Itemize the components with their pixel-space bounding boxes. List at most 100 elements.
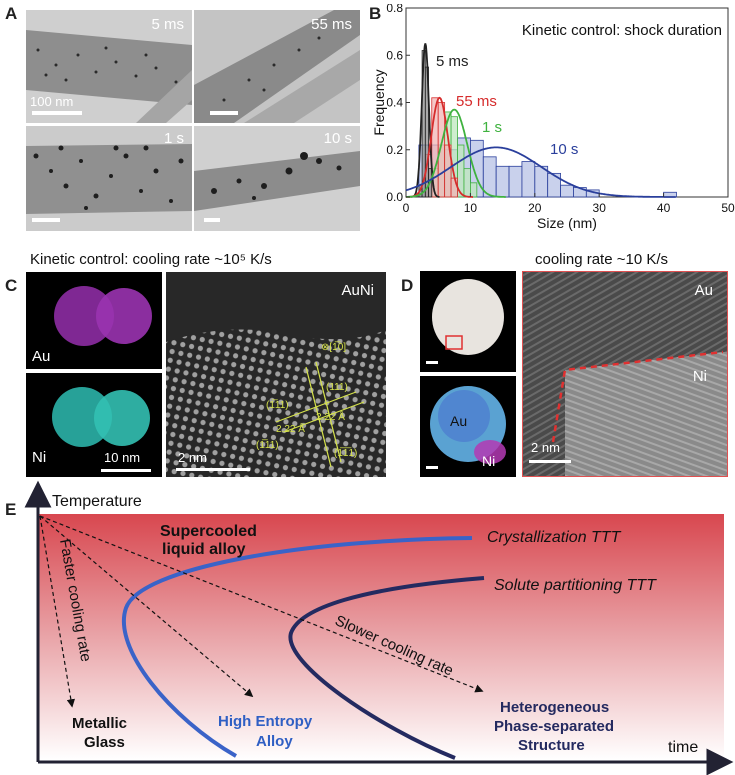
scale-bar-10s bbox=[204, 218, 220, 222]
chart-title: Kinetic control: shock duration bbox=[522, 22, 722, 39]
crystallization-ttt-curve bbox=[122, 536, 473, 758]
eds-scale-text: 10 nm bbox=[104, 450, 141, 465]
tem-image-5ms: 5 ms 100 nm bbox=[26, 10, 192, 123]
scale-bar-100nm bbox=[32, 111, 82, 115]
fit-curve bbox=[405, 146, 676, 198]
ni-map-particles bbox=[52, 387, 150, 447]
hrtem-ni-label: Ni bbox=[692, 368, 707, 385]
haadf-particle bbox=[420, 271, 516, 372]
histogram-bar bbox=[470, 182, 478, 198]
metallic-glass-label-2: Glass bbox=[84, 734, 125, 751]
x-tick-label: 30 bbox=[593, 201, 607, 215]
panel-d-title: cooling rate ~10 K/s bbox=[535, 251, 669, 268]
hrstem-scale-bar bbox=[176, 468, 250, 471]
tem-label-5ms: 5 ms bbox=[151, 16, 184, 33]
histogram-bar bbox=[508, 165, 523, 198]
heterogeneous-label-2: Phase-separated bbox=[494, 718, 614, 735]
fit-curve bbox=[406, 108, 506, 198]
supercooled-label-2: liquid alloy bbox=[162, 541, 246, 558]
size-distribution-chart: 0 10 20 30 40 50 0.0 0.2 0.4 0.6 0.8 Size (nm) Frequ… bbox=[372, 4, 735, 231]
eds-au-label: Au bbox=[450, 413, 468, 429]
hrstem-label: AuNi bbox=[341, 282, 374, 299]
heterogeneous-label-1: Heterogeneous bbox=[500, 699, 609, 716]
y-tick-label: 0.0 bbox=[386, 190, 403, 204]
panel-d-letter: D bbox=[401, 276, 414, 295]
scale-bar-55ms bbox=[210, 111, 238, 115]
tem-image-55ms: 55 ms bbox=[194, 10, 360, 123]
histogram-bar bbox=[495, 165, 510, 198]
plane-label-2: (111) bbox=[326, 382, 348, 393]
nanofiber-55ms bbox=[194, 10, 360, 123]
eds-ni-label: Ni bbox=[482, 453, 496, 469]
slow-cooling-arrow bbox=[39, 515, 484, 693]
y-tick-label: 0.8 bbox=[386, 4, 403, 15]
scale-text-100nm: 100 nm bbox=[30, 94, 74, 109]
hea-label-2: Alloy bbox=[256, 733, 293, 750]
hea-label-1: High Entropy bbox=[218, 713, 313, 730]
x-tick-label: 40 bbox=[657, 201, 671, 215]
eds-map-ni: Ni 10 nm bbox=[26, 373, 162, 477]
crystallization-ttt-label: Crystallization TTT bbox=[487, 529, 622, 546]
x-tick-label: 10 bbox=[464, 201, 478, 215]
tem-label-1s: 1 s bbox=[163, 130, 184, 147]
ttt-diagram: Temperature time Crystallization TTT Sol… bbox=[24, 480, 734, 775]
series-label: 55 ms bbox=[456, 93, 497, 110]
chart-x-label: Size (nm) bbox=[537, 215, 597, 231]
temperature-axis-label: Temperature bbox=[52, 493, 142, 510]
panel-c-title: Kinetic control: cooling rate ~10⁵ K/s bbox=[30, 251, 272, 268]
solute-partitioning-label: Solute partitioning TTT bbox=[494, 577, 657, 594]
zone-axis-label: ⊗[1̅0] bbox=[321, 342, 347, 353]
x-tick-label: 20 bbox=[528, 201, 542, 215]
spacing-label-b: 2.22 Å bbox=[276, 424, 305, 435]
hrstem-auni: AuNi ⊗[1̅0] (1̅11) (111) (1̅11) (1̅1̅1) … bbox=[166, 272, 386, 477]
y-tick-label: 0.6 bbox=[386, 48, 403, 62]
hrtem-au-label: Au bbox=[694, 282, 713, 299]
fit-curve bbox=[406, 96, 473, 198]
tem-image-1s: 1 s bbox=[26, 126, 192, 231]
histogram-bar bbox=[560, 184, 574, 198]
plane-label-4: (1̅1̅1) bbox=[334, 448, 358, 459]
histogram-bar bbox=[521, 161, 536, 198]
panel-e-letter: E bbox=[5, 500, 17, 519]
panel-b-letter: B bbox=[369, 4, 382, 23]
histogram-bar bbox=[547, 172, 561, 198]
tem-label-55ms: 55 ms bbox=[311, 16, 352, 33]
fit-curve bbox=[411, 43, 440, 198]
chart-y-label: Frequency bbox=[372, 69, 387, 135]
x-tick-label: 50 bbox=[721, 201, 735, 215]
hrstem-scale-text: 2 nm bbox=[178, 450, 207, 465]
nanofiber-10s bbox=[194, 126, 360, 231]
time-axis-label: time bbox=[668, 739, 698, 756]
haadf-particle-image bbox=[426, 279, 504, 364]
heterogeneous-label-3: Structure bbox=[518, 737, 585, 754]
hrtem-interface: Au Ni 2 nm bbox=[522, 271, 728, 477]
series-label: 10 s bbox=[550, 141, 578, 158]
tem-image-10s: 10 s bbox=[194, 126, 360, 231]
panel-c-letter: C bbox=[5, 276, 18, 295]
panel-a-letter: A bbox=[5, 4, 18, 23]
eds-map-au-label: Au bbox=[32, 348, 51, 365]
scale-bar-1s bbox=[32, 218, 60, 222]
solute-partitioning-ttt-curve bbox=[288, 576, 485, 760]
au-map-particles bbox=[54, 286, 152, 346]
hrstem-lattice bbox=[166, 272, 386, 477]
hrtem-interface-image bbox=[523, 272, 727, 476]
x-tick-label: 0 bbox=[403, 201, 410, 215]
hrtem-scale-text: 2 nm bbox=[531, 440, 560, 455]
nanofiber-5ms bbox=[26, 10, 192, 123]
eds-map-au: Au bbox=[26, 272, 162, 369]
eds-map-au-ni-image bbox=[426, 386, 506, 469]
series-label: 1 s bbox=[482, 119, 502, 136]
medium-cooling-arrow bbox=[39, 515, 254, 698]
plane-label-3: (1̅11) bbox=[256, 440, 279, 451]
eds-scale-bar bbox=[101, 469, 151, 472]
histogram-bar bbox=[463, 168, 471, 198]
y-tick-label: 0.2 bbox=[386, 143, 403, 157]
metallic-glass-label-1: Metallic bbox=[72, 715, 127, 732]
plane-label-1: (1̅11) bbox=[266, 400, 289, 411]
nanofiber-1s bbox=[26, 126, 192, 231]
spacing-label-a: 2.22 Å bbox=[316, 412, 345, 423]
histogram-bar bbox=[450, 177, 458, 198]
y-tick-label: 0.4 bbox=[386, 96, 403, 110]
series-label: 5 ms bbox=[436, 53, 469, 70]
